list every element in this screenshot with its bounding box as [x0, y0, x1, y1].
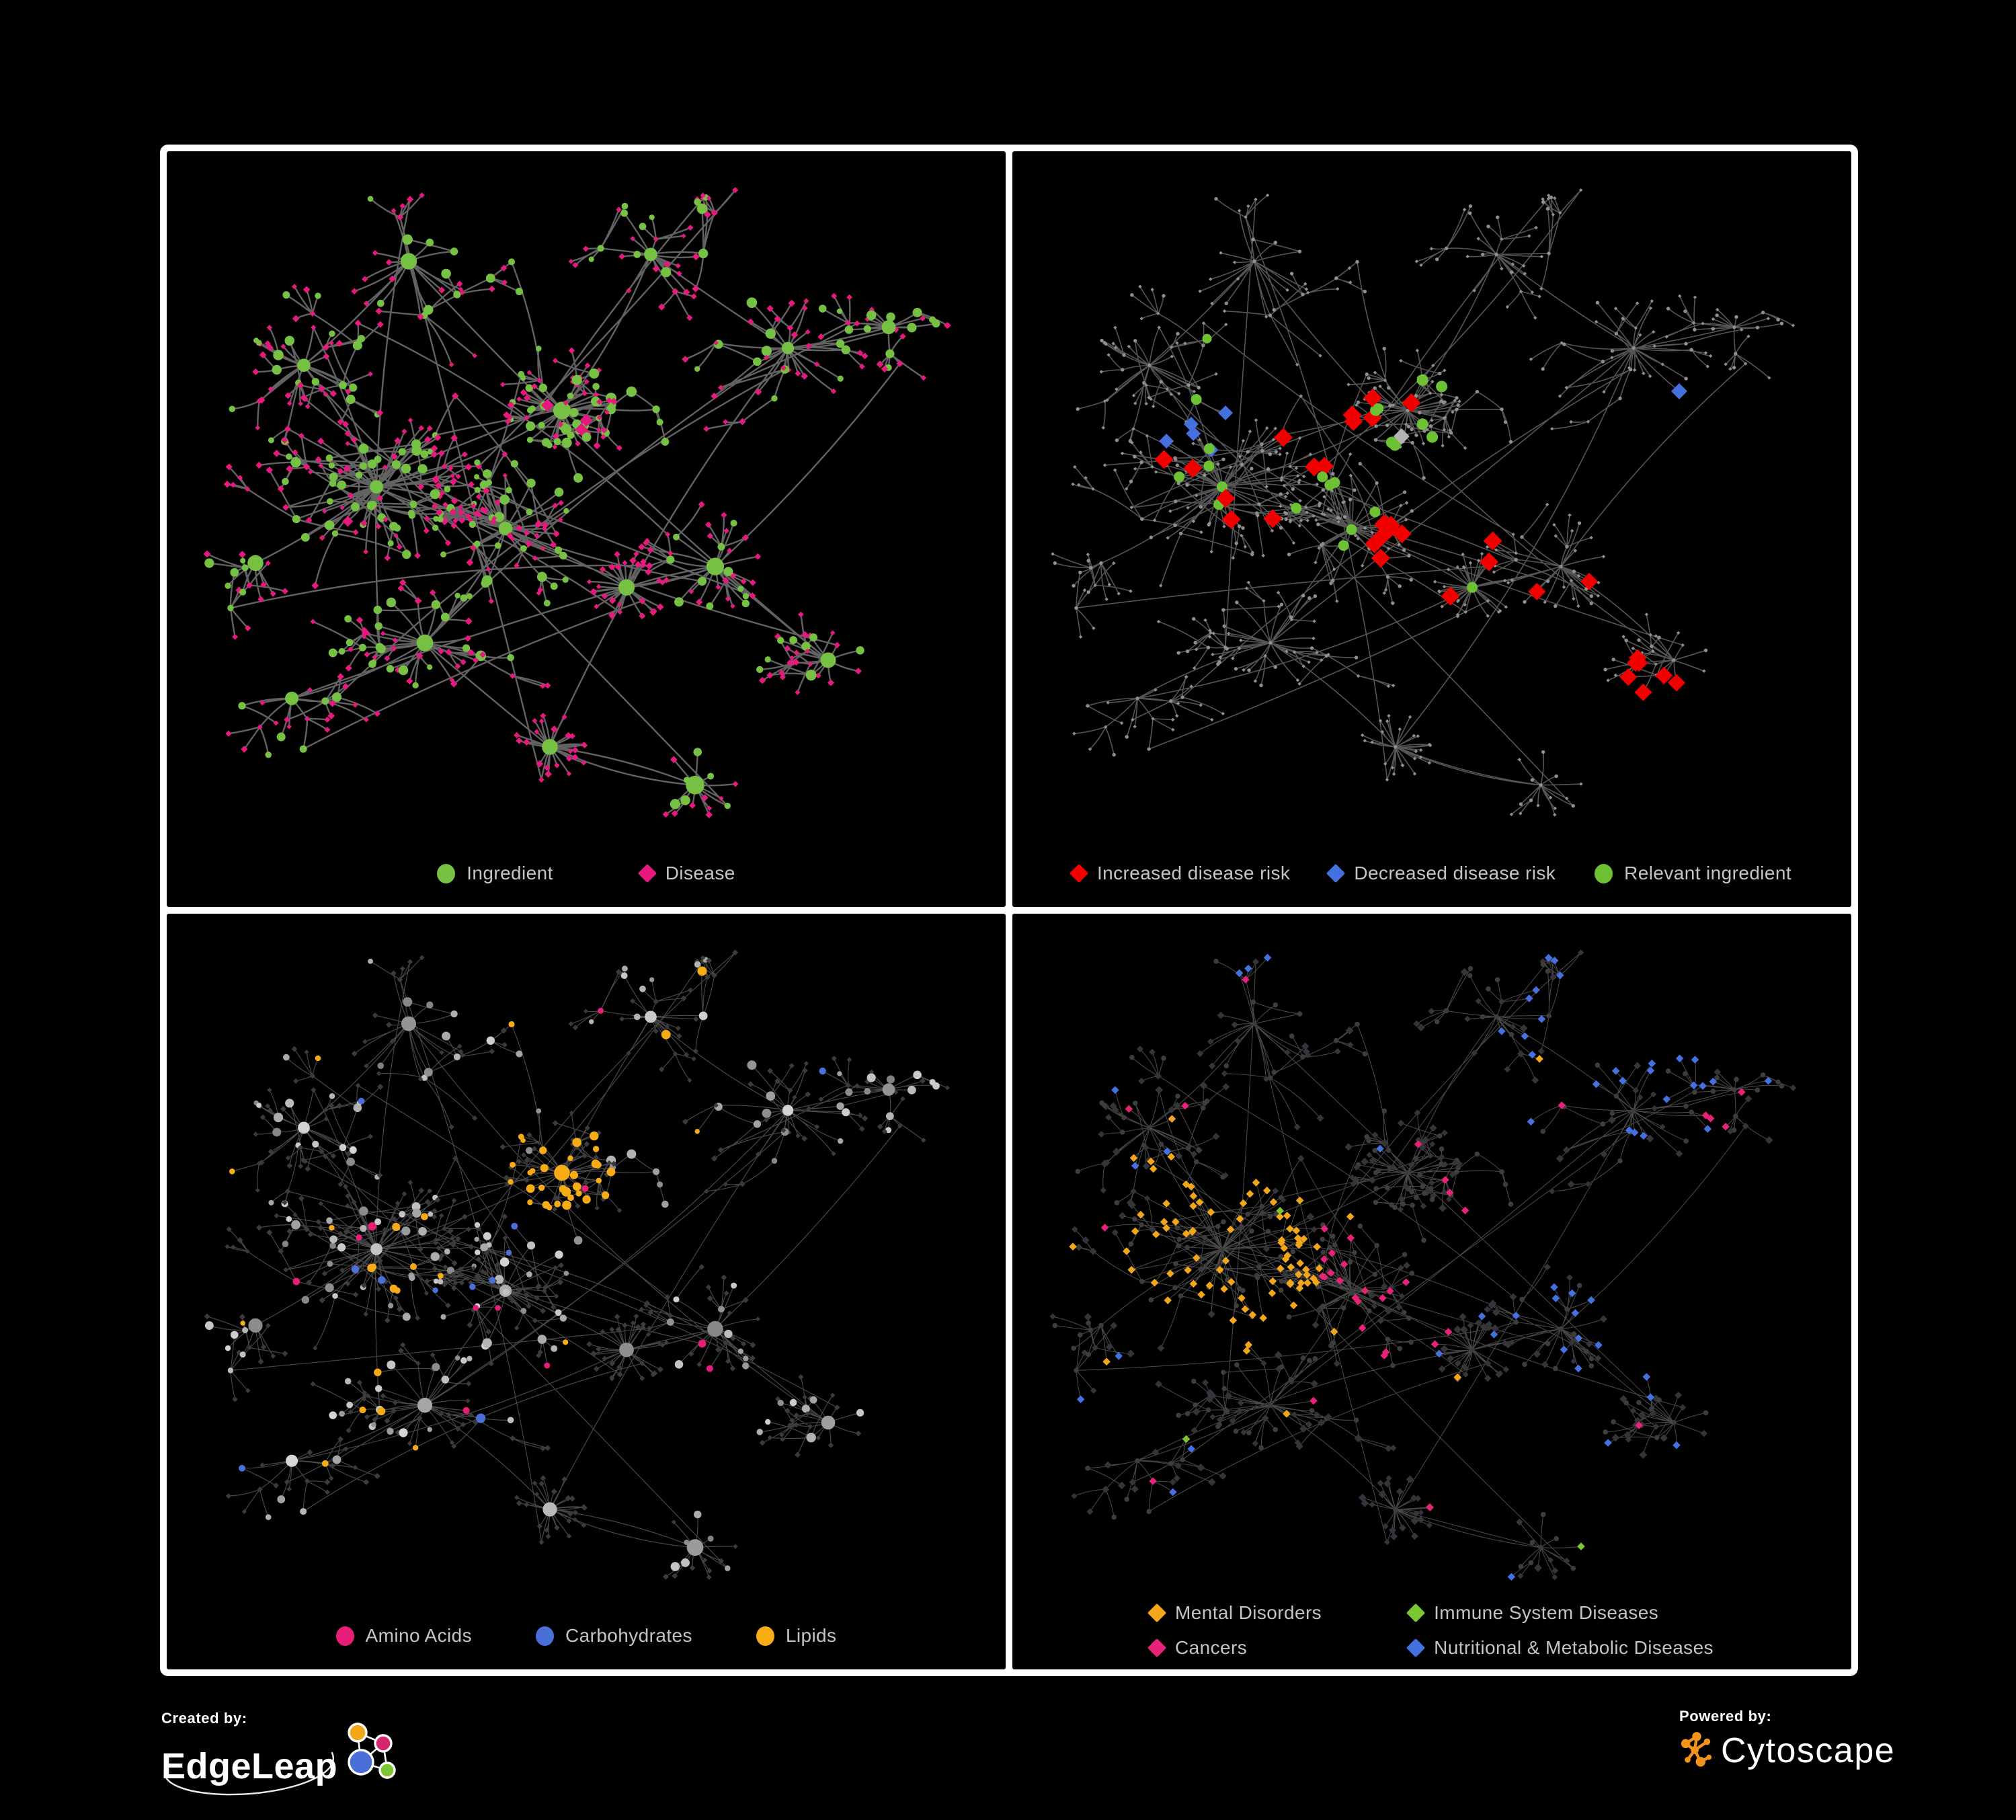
legend-item-amino-acids: Amino Acids — [335, 1625, 473, 1647]
panel-ingredient-disease-network: Ingredient Disease — [167, 151, 1006, 907]
panel-disease-risk-network: Increased disease risk Decreased disease … — [1012, 151, 1851, 907]
legend-item-mental-disorders: Mental Disorders — [1147, 1602, 1322, 1624]
edgeleap-attribution: Created by: EdgeLeap — [161, 1710, 511, 1811]
legend-label: Nutritional & Metabolic Diseases — [1434, 1637, 1713, 1658]
relevant-ingredient-circle-marker-icon — [1595, 863, 1613, 883]
legend-item-lipids: Lipids — [756, 1625, 837, 1647]
nutrient-class-legend: Amino Acids Carbohydrates Lipids — [167, 1625, 1006, 1647]
legend-label: Relevant ingredient — [1624, 863, 1792, 883]
disease-diamond-marker-icon — [637, 863, 657, 883]
disease-risk-network-canvas — [1051, 188, 1796, 817]
immune-system-diseases-diamond-marker-icon — [1406, 1603, 1426, 1623]
mental-disorders-diamond-marker-icon — [1147, 1603, 1167, 1623]
legend-item-carbohydrates: Carbohydrates — [536, 1625, 692, 1647]
legend-label: Lipids — [785, 1625, 837, 1646]
legend-label: Ingredient — [467, 863, 553, 883]
legend-item-disease: Disease — [637, 863, 735, 884]
ingredient-disease-network-canvas — [203, 187, 951, 819]
edgeleap-logo-icon — [348, 1723, 396, 1779]
legend-item-nutritional-metabolic-diseases: Nutritional & Metabolic Diseases — [1406, 1637, 1713, 1659]
legend-label: Immune System Diseases — [1434, 1602, 1659, 1623]
decreased-disease-risk-diamond-marker-icon — [1326, 863, 1346, 883]
legend-label: Decreased disease risk — [1354, 863, 1556, 883]
nutrient-class-network-canvas — [204, 949, 951, 1580]
panel-grid: Ingredient Disease Increased disease risk… — [160, 145, 1858, 1676]
legend-item-decreased-disease-risk: Decreased disease risk — [1326, 863, 1556, 884]
legend-item-immune-system-diseases: Immune System Diseases — [1406, 1602, 1659, 1624]
lipids-circle-marker-icon — [756, 1626, 774, 1646]
legend-label: Amino Acids — [365, 1625, 473, 1646]
increased-disease-risk-diamond-marker-icon — [1069, 863, 1089, 883]
disease-class-legend: Mental Disorders Immune System Diseases Ca… — [1147, 1602, 1713, 1659]
nutritional-metabolic-diseases-diamond-marker-icon — [1406, 1638, 1426, 1658]
ingredient-disease-legend: Ingredient Disease — [167, 863, 1006, 884]
panel-disease-class-network: Mental Disorders Immune System Diseases Ca… — [1012, 914, 1851, 1669]
cytoscape-logo-icon — [1681, 1732, 1712, 1767]
ingredient-circle-marker-icon — [437, 863, 456, 883]
legend-label: Cancers — [1175, 1637, 1248, 1658]
disease-risk-legend: Increased disease risk Decreased disease … — [1012, 863, 1851, 884]
legend-label: Carbohydrates — [565, 1625, 692, 1646]
edgeleap-wordmark: EdgeLeap — [161, 1746, 338, 1786]
legend-item-relevant-ingredient: Relevant ingredient — [1595, 863, 1791, 884]
powered-by-label: Powered by: — [1679, 1708, 1772, 1725]
cytoscape-wordmark: Cytoscape — [1721, 1731, 1896, 1770]
legend-label: Disease — [665, 863, 735, 883]
panel-nutrient-class-network: Amino Acids Carbohydrates Lipids — [167, 914, 1006, 1669]
legend-item-cancers: Cancers — [1147, 1637, 1248, 1659]
amino-acids-circle-marker-icon — [335, 1626, 354, 1646]
cancers-diamond-marker-icon — [1147, 1638, 1167, 1658]
disease-class-network-canvas — [1049, 949, 1797, 1581]
legend-item-increased-disease-risk: Increased disease risk — [1069, 863, 1291, 884]
legend-label: Mental Disorders — [1175, 1602, 1322, 1623]
legend-item-ingredient: Ingredient — [437, 863, 553, 884]
legend-label: Increased disease risk — [1096, 863, 1291, 883]
cytoscape-attribution: Powered by: Cytoscape — [1679, 1708, 1988, 1795]
carbohydrates-circle-marker-icon — [536, 1626, 555, 1646]
created-by-label: Created by: — [161, 1710, 247, 1727]
